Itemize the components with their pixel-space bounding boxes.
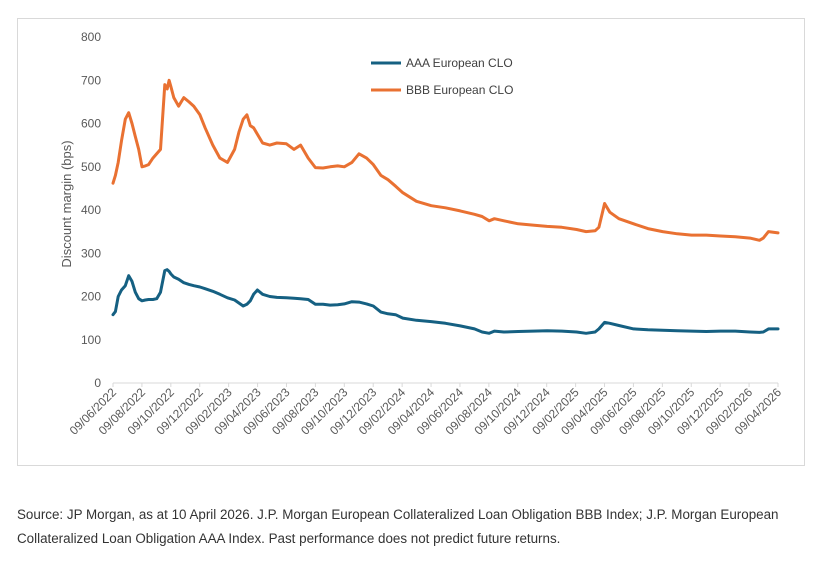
y-tick-label: 700 bbox=[81, 73, 101, 87]
y-tick-label: 300 bbox=[81, 246, 101, 260]
y-axis-ticks: 0 100 200 300 400 500 600 700 800 bbox=[81, 30, 101, 390]
y-tick-label: 200 bbox=[81, 290, 101, 304]
series-line-aaa bbox=[111, 268, 780, 335]
y-tick-label: 0 bbox=[94, 376, 101, 390]
legend-label-bbb: BBB European CLO bbox=[406, 83, 513, 97]
chart-frame: 0 100 200 300 400 500 600 700 800 09/06/2022 09/0… bbox=[17, 18, 805, 466]
legend-item-aaa: AAA European CLO bbox=[371, 56, 513, 70]
x-axis-ticks: 09/06/202209/08/202209/10/202209/12/2022… bbox=[67, 383, 784, 438]
legend-label-aaa: AAA European CLO bbox=[406, 56, 513, 70]
legend-item-bbb: BBB European CLO bbox=[371, 83, 513, 97]
y-tick-label: 400 bbox=[81, 203, 101, 217]
series-group bbox=[111, 78, 780, 335]
y-tick-label: 500 bbox=[81, 160, 101, 174]
y-axis-title: Discount margin (bps) bbox=[59, 140, 74, 267]
legend: AAA European CLO BBB European CLO bbox=[371, 56, 513, 97]
source-note: Source: JP Morgan, as at 10 April 2026. … bbox=[17, 507, 779, 546]
y-tick-label: 600 bbox=[81, 117, 101, 131]
y-tick-label: 100 bbox=[81, 333, 101, 347]
y-tick-label: 800 bbox=[81, 30, 101, 44]
series-line-bbb bbox=[111, 78, 780, 242]
line-chart: 0 100 200 300 400 500 600 700 800 09/06/202209/0… bbox=[59, 30, 784, 438]
